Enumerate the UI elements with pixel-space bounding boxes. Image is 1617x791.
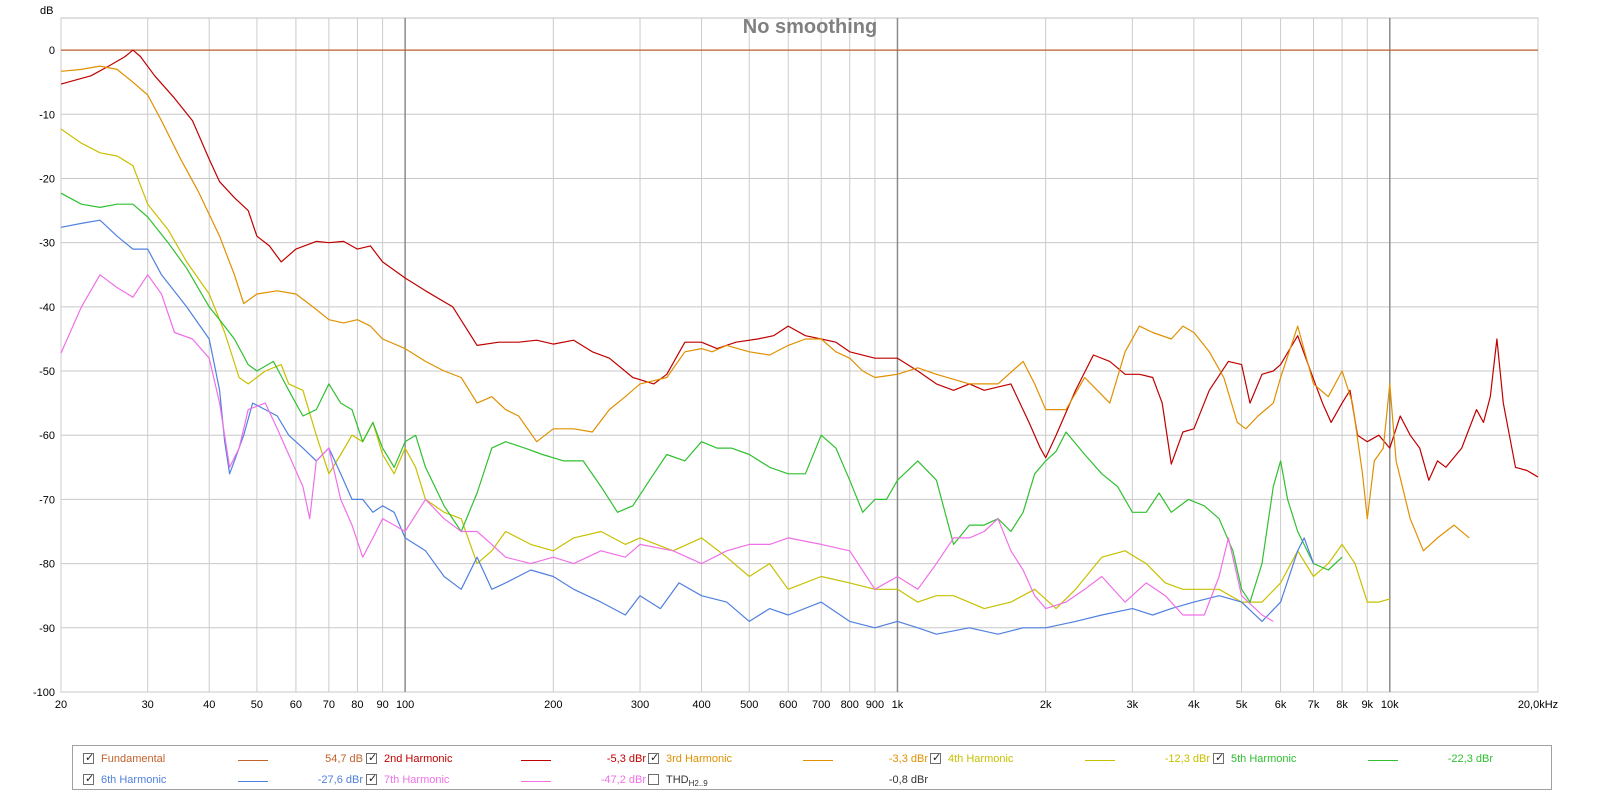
x-tick-label: 10k	[1381, 699, 1399, 711]
x-tick-label: 30	[142, 699, 154, 711]
x-tick-label: 80	[351, 699, 363, 711]
legend-value: -5,3 dBr	[606, 753, 646, 765]
plot-area	[60, 17, 1539, 693]
legend-swatch	[521, 781, 551, 782]
x-tick-label: 300	[631, 699, 649, 711]
x-tick-label: 6k	[1275, 699, 1287, 711]
legend-label: THDH2..9	[666, 774, 708, 788]
x-tick-label: 600	[779, 699, 797, 711]
x-tick-label: 800	[841, 699, 859, 711]
legend-swatch	[521, 760, 551, 761]
y-tick-label: -30	[39, 238, 55, 250]
x-tick-label: 7k	[1308, 699, 1320, 711]
x-tick-label: 5k	[1236, 699, 1248, 711]
legend-item-7th-harmonic[interactable]: ✓ 7th Harmonic -47,2 dBr	[366, 773, 646, 789]
x-tick-label: 700	[812, 699, 830, 711]
x-tick-label: 200	[544, 699, 562, 711]
legend-label: 4th Harmonic	[948, 753, 1014, 765]
thd-checkbox[interactable]	[648, 774, 659, 785]
legend-label: 5th Harmonic	[1231, 753, 1297, 765]
x-tick-label: 90	[376, 699, 388, 711]
x-tick-label: 100	[396, 699, 414, 711]
legend-label: 6th Harmonic	[101, 774, 167, 786]
legend-swatch	[803, 760, 833, 761]
fundamental-checkbox[interactable]: ✓	[83, 752, 95, 764]
y-tick-label: -10	[39, 109, 55, 121]
x-tick-label: 2k	[1040, 699, 1052, 711]
y-tick-label: -20	[39, 173, 55, 185]
legend-item-3rd-harmonic[interactable]: ✓ 3rd Harmonic -3,3 dBr	[648, 752, 928, 768]
legend-value: -3,3 dBr	[888, 753, 928, 765]
legend-label: 2nd Harmonic	[384, 753, 453, 765]
y-tick-label: -60	[39, 430, 55, 442]
3rd-harmonic-checkbox[interactable]: ✓	[648, 752, 660, 764]
thd-subscript: H2..9	[688, 779, 708, 788]
y-tick-label: -40	[39, 302, 55, 314]
series-line	[60, 219, 1315, 635]
series-layer	[60, 49, 1539, 635]
legend-swatch	[1085, 760, 1115, 761]
x-tick-label: 60	[290, 699, 302, 711]
x-tick-label: 50	[251, 699, 263, 711]
grid-layer	[60, 17, 1539, 693]
x-tick-label: 40	[203, 699, 215, 711]
legend-value: -47,2 dBr	[600, 774, 646, 786]
legend-item-5th-harmonic[interactable]: ✓ 5th Harmonic -22,3 dBr	[1213, 752, 1493, 768]
y-tick-label: -90	[39, 623, 55, 635]
y-tick-label: 0	[49, 45, 55, 57]
legend-item-fundamental[interactable]: ✓ Fundamental 54,7 dB	[83, 752, 363, 768]
legend: ✓ Fundamental 54,7 dB ✓ 2nd Harmonic -5,…	[72, 745, 1552, 790]
series-line	[60, 49, 1539, 481]
x-tick-label: 20,0kHz	[1518, 699, 1558, 711]
y-tick-label: -80	[39, 559, 55, 571]
x-tick-label: 20	[55, 699, 67, 711]
legend-label: 7th Harmonic	[384, 774, 450, 786]
legend-value: -0,8 dBr	[888, 774, 928, 786]
2nd-harmonic-checkbox[interactable]: ✓	[366, 752, 378, 764]
legend-value: -27,6 dBr	[317, 774, 363, 786]
x-tick-label: 1k	[892, 699, 904, 711]
series-line	[60, 65, 1470, 552]
x-tick-label: 3k	[1127, 699, 1139, 711]
x-tick-label: 8k	[1336, 699, 1348, 711]
legend-item-6th-harmonic[interactable]: ✓ 6th Harmonic -27,6 dBr	[83, 773, 363, 789]
x-tick-label: 4k	[1188, 699, 1200, 711]
y-tick-label: -50	[39, 366, 55, 378]
legend-swatch	[1368, 760, 1398, 761]
7th-harmonic-checkbox[interactable]: ✓	[366, 773, 378, 785]
x-tick-label: 900	[866, 699, 884, 711]
legend-swatch	[238, 760, 268, 761]
legend-item-thd[interactable]: THDH2..9 -0,8 dBr	[648, 773, 928, 789]
legend-value: -12,3 dBr	[1164, 753, 1210, 765]
x-tick-label: 400	[692, 699, 710, 711]
5th-harmonic-checkbox[interactable]: ✓	[1213, 752, 1225, 764]
legend-swatch	[238, 781, 268, 782]
series-line	[60, 192, 1343, 603]
legend-label: Fundamental	[101, 753, 166, 765]
y-axis-unit: dB	[40, 5, 53, 17]
thd-label: THD	[666, 774, 689, 786]
series-line	[60, 128, 1390, 610]
x-tick-label: 9k	[1361, 699, 1373, 711]
series-line	[60, 274, 1274, 622]
y-tick-label: -70	[39, 494, 55, 506]
6th-harmonic-checkbox[interactable]: ✓	[83, 773, 95, 785]
legend-item-2nd-harmonic[interactable]: ✓ 2nd Harmonic -5,3 dBr	[366, 752, 646, 768]
x-tick-label: 500	[740, 699, 758, 711]
y-tick-label: -100	[33, 687, 55, 699]
chart-title: No smoothing	[743, 16, 877, 38]
legend-label: 3rd Harmonic	[666, 753, 733, 765]
4th-harmonic-checkbox[interactable]: ✓	[930, 752, 942, 764]
legend-value: -22,3 dBr	[1447, 753, 1493, 765]
legend-item-4th-harmonic[interactable]: ✓ 4th Harmonic -12,3 dBr	[930, 752, 1210, 768]
legend-value: 54,7 dB	[325, 753, 363, 765]
x-tick-label: 70	[323, 699, 335, 711]
